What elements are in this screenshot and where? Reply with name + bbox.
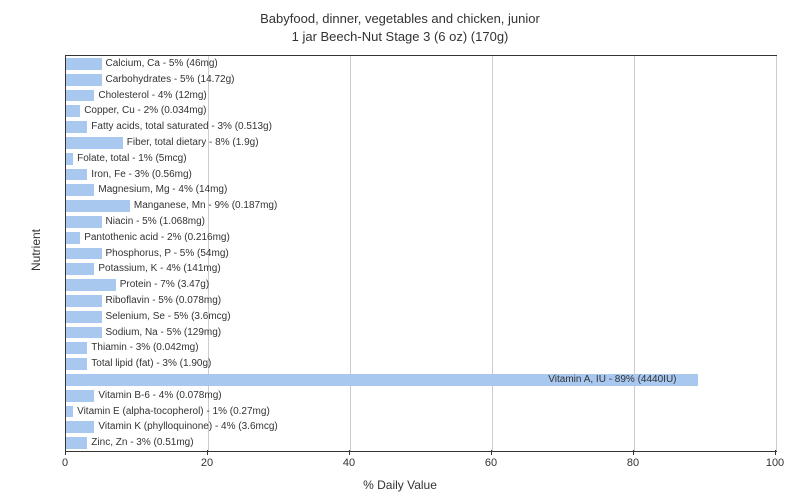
x-tick-mark (491, 450, 492, 455)
bar-row: Protein - 7% (3.47g) (66, 277, 776, 293)
x-tick-mark (65, 450, 66, 455)
bar-row: Phosphorus, P - 5% (54mg) (66, 246, 776, 262)
bar-row: Fatty acids, total saturated - 3% (0.513… (66, 119, 776, 135)
bar-label: Phosphorus, P - 5% (54mg) (106, 246, 229, 262)
title-line-2: 1 jar Beech-Nut Stage 3 (6 oz) (170g) (0, 28, 800, 46)
bar-row: Vitamin A, IU - 89% (4440IU) (66, 372, 776, 388)
bar (66, 342, 87, 354)
bar-label: Sodium, Na - 5% (129mg) (106, 325, 222, 341)
bar (66, 406, 73, 418)
bar-label: Thiamin - 3% (0.042mg) (91, 340, 198, 356)
bar (66, 216, 102, 228)
bar-label: Copper, Cu - 2% (0.034mg) (84, 103, 206, 119)
x-tick-label: 60 (485, 457, 497, 469)
bar-row: Carbohydrates - 5% (14.72g) (66, 72, 776, 88)
bar-row: Selenium, Se - 5% (3.6mcg) (66, 309, 776, 325)
bar-row: Potassium, K - 4% (141mg) (66, 261, 776, 277)
bar (66, 248, 102, 260)
bar (66, 295, 102, 307)
bar-row: Calcium, Ca - 5% (46mg) (66, 56, 776, 72)
y-axis-label: Nutrient (29, 229, 43, 271)
x-tick-mark (349, 450, 350, 455)
bars-container: Calcium, Ca - 5% (46mg)Carbohydrates - 5… (66, 56, 776, 451)
bar-row: Manganese, Mn - 9% (0.187mg) (66, 198, 776, 214)
bar-label: Vitamin B-6 - 4% (0.078mg) (98, 388, 221, 404)
bar-label: Zinc, Zn - 3% (0.51mg) (91, 435, 193, 451)
bar-row: Niacin - 5% (1.068mg) (66, 214, 776, 230)
bar-label: Calcium, Ca - 5% (46mg) (106, 56, 218, 72)
chart-container: Babyfood, dinner, vegetables and chicken… (0, 0, 800, 500)
bar (66, 311, 102, 323)
x-tick-mark (775, 450, 776, 455)
bar (66, 263, 94, 275)
bar-label: Pantothenic acid - 2% (0.216mg) (84, 230, 230, 246)
bar (66, 105, 80, 117)
bar-row: Total lipid (fat) - 3% (1.90g) (66, 356, 776, 372)
bar-label: Vitamin K (phylloquinone) - 4% (3.6mcg) (98, 419, 277, 435)
bar (66, 121, 87, 133)
bar-label: Folate, total - 1% (5mcg) (77, 151, 186, 167)
bar (66, 184, 94, 196)
bar-label: Carbohydrates - 5% (14.72g) (106, 72, 235, 88)
bar-label: Fatty acids, total saturated - 3% (0.513… (91, 119, 272, 135)
bar (66, 153, 73, 165)
bar (66, 279, 116, 291)
bar-row: Pantothenic acid - 2% (0.216mg) (66, 230, 776, 246)
x-tick-label: 100 (766, 457, 784, 469)
x-tick-mark (633, 450, 634, 455)
bar-row: Sodium, Na - 5% (129mg) (66, 325, 776, 341)
bar-row: Riboflavin - 5% (0.078mg) (66, 293, 776, 309)
bar (66, 421, 94, 433)
bar (66, 200, 130, 212)
bar (66, 169, 87, 181)
bar-row: Thiamin - 3% (0.042mg) (66, 340, 776, 356)
bar (66, 437, 87, 449)
bar-row: Vitamin B-6 - 4% (0.078mg) (66, 388, 776, 404)
title-line-1: Babyfood, dinner, vegetables and chicken… (0, 10, 800, 28)
bar-label: Potassium, K - 4% (141mg) (98, 261, 220, 277)
x-axis-label: % Daily Value (363, 478, 437, 492)
bar-label: Manganese, Mn - 9% (0.187mg) (134, 198, 277, 214)
bar (66, 232, 80, 244)
bar-label: Total lipid (fat) - 3% (1.90g) (91, 356, 211, 372)
x-tick-mark (207, 450, 208, 455)
bar-label: Vitamin E (alpha-tocopherol) - 1% (0.27m… (77, 404, 270, 420)
bar-row: Iron, Fe - 3% (0.56mg) (66, 167, 776, 183)
bar-label: Iron, Fe - 3% (0.56mg) (91, 167, 192, 183)
x-tick-label: 0 (62, 457, 68, 469)
bar-row: Vitamin K (phylloquinone) - 4% (3.6mcg) (66, 419, 776, 435)
bar (66, 390, 94, 402)
bar-row: Fiber, total dietary - 8% (1.9g) (66, 135, 776, 151)
bar-row: Cholesterol - 4% (12mg) (66, 88, 776, 104)
bar-row: Vitamin E (alpha-tocopherol) - 1% (0.27m… (66, 404, 776, 420)
bar-label: Cholesterol - 4% (12mg) (98, 88, 206, 104)
bar-label: Riboflavin - 5% (0.078mg) (106, 293, 222, 309)
x-tick-label: 40 (343, 457, 355, 469)
bar-label: Protein - 7% (3.47g) (120, 277, 210, 293)
bar-row: Copper, Cu - 2% (0.034mg) (66, 103, 776, 119)
bar-row: Magnesium, Mg - 4% (14mg) (66, 182, 776, 198)
bar-row: Zinc, Zn - 3% (0.51mg) (66, 435, 776, 451)
bar (66, 137, 123, 149)
bar (66, 74, 102, 86)
plot-area: Calcium, Ca - 5% (46mg)Carbohydrates - 5… (65, 55, 777, 452)
bar-label: Magnesium, Mg - 4% (14mg) (98, 182, 227, 198)
bar (66, 327, 102, 339)
x-tick-label: 20 (201, 457, 213, 469)
x-tick-label: 80 (627, 457, 639, 469)
chart-title: Babyfood, dinner, vegetables and chicken… (0, 0, 800, 46)
bar (66, 90, 94, 102)
bar-label: Niacin - 5% (1.068mg) (106, 214, 205, 230)
bar-row: Folate, total - 1% (5mcg) (66, 151, 776, 167)
bar (66, 358, 87, 370)
bar-label: Fiber, total dietary - 8% (1.9g) (127, 135, 259, 151)
bar-label: Selenium, Se - 5% (3.6mcg) (106, 309, 231, 325)
bar (66, 58, 102, 70)
gridline (776, 56, 777, 451)
bar-label: Vitamin A, IU - 89% (4440IU) (548, 372, 676, 388)
